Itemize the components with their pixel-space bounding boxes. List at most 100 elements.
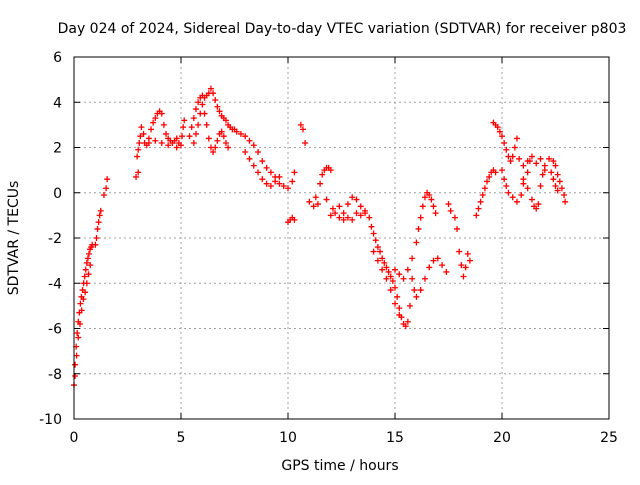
data-point [377, 248, 384, 255]
data-point [554, 187, 561, 194]
data-point [163, 130, 170, 137]
data-point [499, 133, 505, 140]
data-point [195, 121, 202, 128]
data-point [289, 178, 296, 185]
data-point [190, 139, 197, 146]
data-point [357, 212, 364, 219]
data-point [349, 216, 356, 223]
data-point [158, 110, 165, 117]
data-point [75, 334, 82, 341]
data-point [319, 171, 326, 178]
data-point [537, 155, 544, 162]
data-point [242, 133, 249, 140]
data-point [272, 178, 279, 185]
data-point [372, 237, 379, 244]
data-point [392, 266, 398, 273]
data-point [73, 352, 80, 359]
data-point [246, 155, 253, 162]
data-point [417, 214, 424, 221]
data-point [77, 300, 84, 307]
data-point [336, 214, 343, 221]
data-point [456, 248, 463, 255]
y-tick-label: 2 [53, 141, 62, 157]
data-point [353, 210, 360, 217]
ticks: 0 5 10 15 20 25 -10 -8 -6 -4 -2 0 2 4 6 [39, 50, 618, 446]
data-point [332, 210, 339, 217]
chart-title: Day 024 of 2024, Sidereal Day-to-day VTE… [58, 21, 627, 37]
data-point [233, 128, 240, 135]
data-point [84, 255, 91, 262]
data-point [419, 203, 426, 210]
data-point [76, 320, 83, 327]
data-point [327, 167, 334, 174]
data-point [447, 207, 454, 214]
data-point [552, 162, 559, 169]
data-point [524, 158, 531, 165]
data-point [413, 239, 420, 246]
data-point [466, 257, 473, 264]
data-point [528, 196, 535, 203]
data-point [148, 126, 155, 133]
data-point [353, 196, 360, 203]
data-point [394, 293, 401, 300]
data-point [396, 271, 403, 278]
data-point [263, 164, 270, 171]
data-series [71, 85, 569, 389]
data-point [556, 178, 563, 185]
data-point [152, 137, 159, 144]
data-point [317, 180, 324, 187]
data-point [74, 330, 81, 337]
data-point [402, 323, 409, 330]
data-point [509, 153, 516, 160]
y-tick-label: -6 [48, 322, 62, 338]
data-point [383, 264, 390, 271]
data-point [426, 264, 433, 271]
data-point [285, 185, 291, 192]
data-point [421, 194, 428, 201]
data-point [546, 155, 553, 162]
data-point [212, 144, 219, 151]
data-point [445, 201, 452, 208]
data-point [218, 128, 225, 135]
data-point [340, 216, 347, 223]
y-tick-label: 6 [53, 50, 62, 66]
data-point [362, 210, 369, 217]
data-point [314, 201, 321, 208]
series-sdtvar [71, 85, 569, 389]
data-point [93, 235, 100, 241]
data-point [188, 124, 195, 131]
data-point [344, 214, 351, 221]
data-point [87, 262, 94, 269]
y-tick-label: -2 [48, 231, 62, 247]
data-point [220, 133, 227, 140]
data-point [366, 214, 373, 221]
y-tick-label: -8 [48, 367, 62, 383]
data-point [190, 115, 197, 122]
data-point [186, 133, 193, 140]
data-point [477, 198, 484, 205]
data-point [539, 171, 546, 178]
data-point [205, 135, 212, 142]
data-point [85, 250, 92, 257]
data-point [242, 149, 249, 156]
data-point [541, 162, 548, 169]
data-point [409, 275, 416, 282]
data-point [426, 192, 433, 199]
data-point [344, 201, 351, 208]
y-tick-label: 0 [53, 186, 62, 202]
x-tick-label: 15 [386, 430, 404, 446]
data-point [430, 203, 437, 210]
data-point [100, 192, 107, 199]
data-point [180, 124, 187, 131]
data-point [210, 149, 217, 156]
data-point [550, 158, 557, 165]
data-point [250, 162, 257, 169]
data-point [92, 241, 99, 248]
data-point [134, 153, 141, 160]
data-point [496, 128, 503, 135]
data-point [464, 250, 471, 257]
data-point [507, 158, 514, 165]
data-point [255, 149, 262, 156]
data-point [432, 210, 439, 217]
data-point [145, 139, 152, 146]
